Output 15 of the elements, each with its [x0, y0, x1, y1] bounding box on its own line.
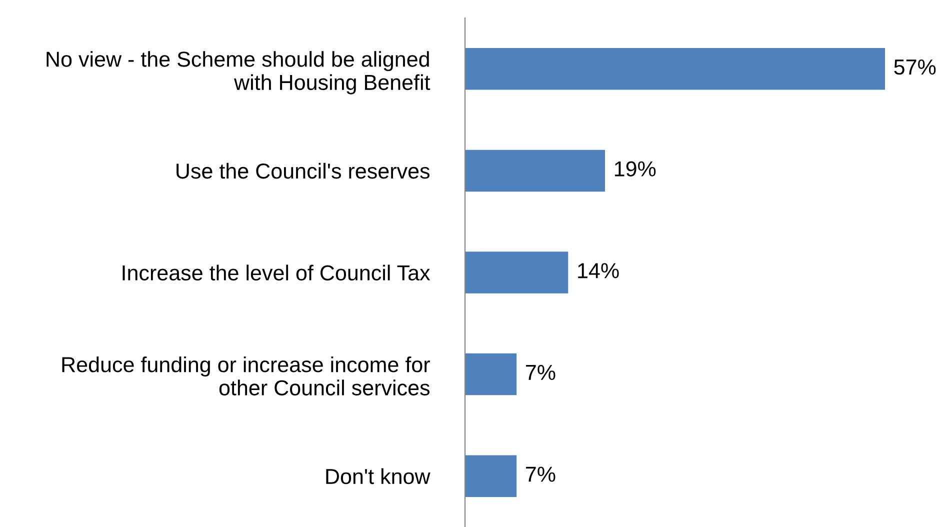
bar	[465, 455, 517, 497]
y-tick-label: Use the Council's reserves	[176, 162, 430, 179]
data-label: 7%	[526, 466, 556, 482]
data-label: 14%	[578, 263, 619, 278]
bar	[465, 48, 885, 90]
bar	[465, 150, 605, 192]
y-tick-label: Reduce funding or increase income for other Council services	[62, 356, 430, 396]
y-tick-label: No view - the Scheme should be aligned with Housing Benefit	[46, 51, 430, 94]
bar	[465, 353, 517, 396]
y-tick-label: Increase the level of Council Tax	[122, 264, 430, 281]
y-tick-label: Don't know	[326, 468, 430, 484]
data-label: 19%	[614, 161, 656, 176]
data-label: 57%	[894, 60, 936, 75]
data-label: 7%	[526, 364, 556, 380]
bar	[465, 252, 568, 294]
